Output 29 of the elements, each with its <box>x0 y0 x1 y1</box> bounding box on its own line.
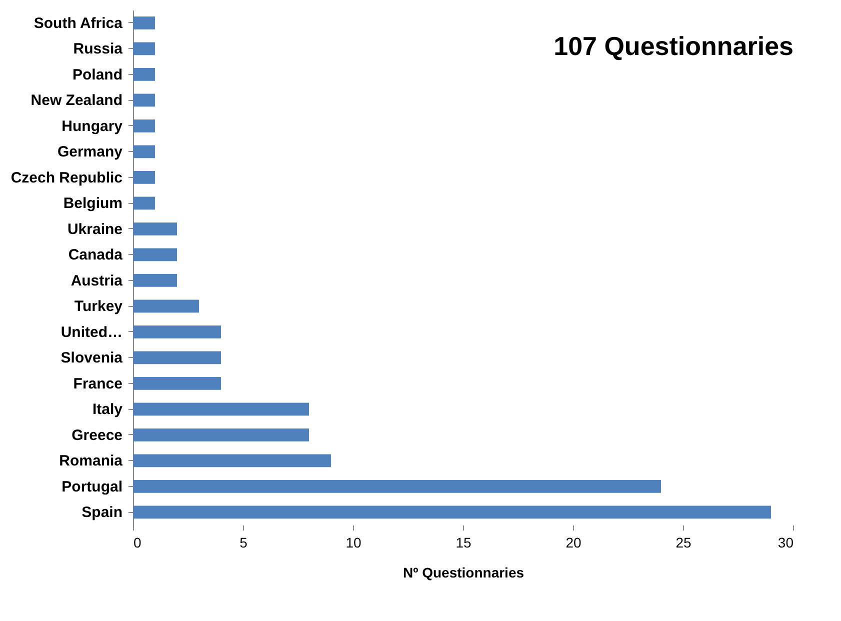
x-tick-label: 30 <box>778 534 794 550</box>
y-tick-label: Portugal <box>62 478 122 496</box>
y-tick-label: South Africa <box>34 14 124 32</box>
x-tick-label: 10 <box>346 534 362 550</box>
y-tick-label: Poland <box>72 66 122 84</box>
y-tick-label: Greece <box>72 426 122 444</box>
y-tick-label: New Zealand <box>30 92 122 110</box>
y-tick-label: Spain <box>82 504 122 522</box>
x-tick-label: 20 <box>566 534 582 550</box>
y-tick-label: Ukraine <box>67 220 122 238</box>
text: 107 Questionnaries <box>554 31 794 61</box>
y-tick-label: Turkey <box>74 298 124 316</box>
x-tick-label: 5 <box>240 534 248 550</box>
y-tick-label: Austria <box>70 272 124 290</box>
y-tick-label: Romania <box>59 452 124 470</box>
y-tick-label: Canada <box>68 246 124 264</box>
y-tick-label: Russia <box>73 40 124 58</box>
y-tick-label: Slovenia <box>60 350 124 367</box>
y-tick-label: Germany <box>57 144 124 161</box>
x-tick-label: 0 <box>134 534 142 550</box>
y-tick-label: United… <box>60 324 122 341</box>
y-tick-label: Belgium <box>63 195 122 212</box>
x-axis-title: Nº Questionnaries <box>402 564 524 580</box>
y-tick-label: France <box>73 375 122 392</box>
x-tick-label: 15 <box>456 534 472 550</box>
y-tick-label: Czech Republic <box>10 169 122 186</box>
x-tick-label: 25 <box>676 534 692 550</box>
y-tick-label: Hungary <box>62 118 124 135</box>
y-tick-label: Italy <box>92 401 124 418</box>
